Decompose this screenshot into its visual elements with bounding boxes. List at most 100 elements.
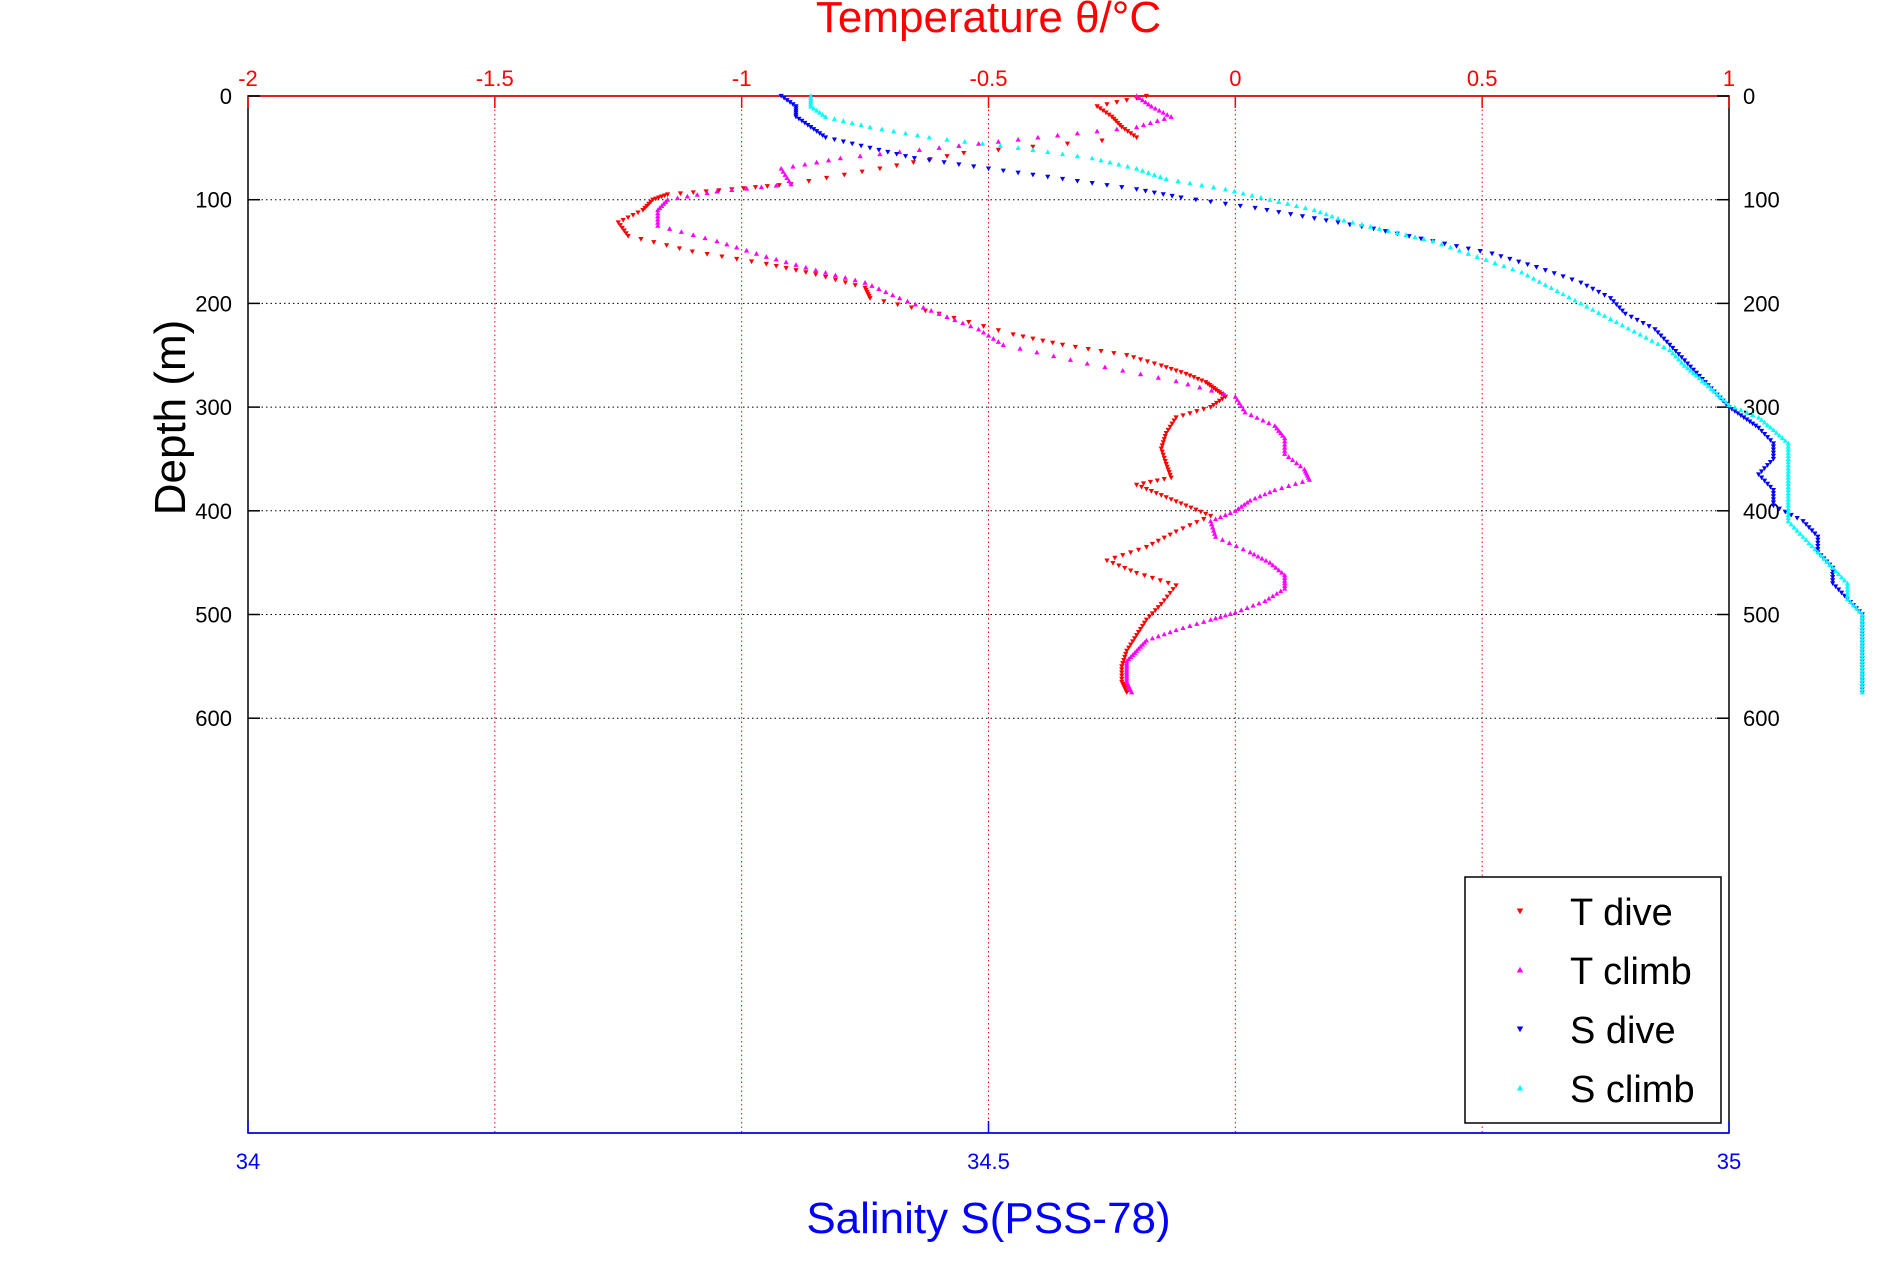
data-point <box>1812 546 1818 552</box>
data-point <box>1178 195 1184 201</box>
data-point <box>1017 346 1023 351</box>
data-point <box>1187 373 1193 379</box>
data-point <box>1764 435 1771 440</box>
data-point <box>1684 365 1691 371</box>
data-point <box>1155 538 1161 544</box>
data-point <box>1124 98 1130 103</box>
data-point <box>1800 519 1806 524</box>
data-point <box>655 210 661 216</box>
data-point <box>1165 427 1171 433</box>
data-point <box>615 220 621 226</box>
data-point <box>1123 651 1129 657</box>
data-point <box>1089 155 1095 161</box>
data-point <box>1030 336 1036 342</box>
depth-tick-label: 0 <box>220 84 232 109</box>
data-point <box>1533 265 1540 270</box>
data-point <box>817 109 823 115</box>
data-point <box>1142 99 1149 105</box>
data-point <box>961 150 967 156</box>
data-point <box>1282 575 1288 580</box>
data-point <box>1681 363 1688 368</box>
data-point <box>1767 424 1774 430</box>
depth-tick-label: 300 <box>195 395 232 420</box>
data-point <box>758 184 765 190</box>
data-point <box>1134 482 1140 488</box>
data-point <box>849 120 855 126</box>
data-point <box>1785 506 1791 511</box>
data-point <box>859 169 865 175</box>
data-point <box>1850 602 1857 608</box>
data-point <box>1770 447 1777 453</box>
data-point <box>689 249 695 255</box>
data-point <box>1119 673 1125 679</box>
data-point <box>674 195 681 201</box>
data-point <box>1120 661 1126 666</box>
data-point <box>1859 646 1865 651</box>
data-point <box>1809 543 1815 549</box>
data-point <box>1130 639 1136 645</box>
data-point <box>1187 180 1193 186</box>
data-point <box>997 143 1003 148</box>
data-point <box>1169 193 1175 199</box>
depth-tick-label: 100 <box>195 188 232 213</box>
data-point <box>729 187 735 193</box>
data-point <box>1155 605 1161 610</box>
data-point <box>1329 213 1335 219</box>
data-point <box>1785 475 1791 480</box>
data-point <box>1756 414 1762 420</box>
data-point <box>1282 585 1288 591</box>
data-point <box>638 237 644 242</box>
data-point <box>1776 506 1782 512</box>
data-point <box>1152 608 1158 613</box>
data-point <box>802 161 808 167</box>
data-point <box>1859 630 1865 636</box>
data-point <box>714 188 720 194</box>
data-point <box>1162 434 1168 439</box>
data-point <box>1859 689 1865 695</box>
data-point <box>806 178 812 184</box>
data-point <box>1465 251 1471 256</box>
data-point <box>1134 633 1140 638</box>
data-point <box>1696 375 1702 381</box>
data-point <box>1610 299 1617 304</box>
data-point <box>1590 307 1596 312</box>
data-point <box>1859 615 1865 620</box>
data-point <box>1155 633 1161 639</box>
data-point <box>1119 125 1125 130</box>
data-point <box>1687 367 1694 373</box>
data-point <box>1785 484 1791 490</box>
data-point <box>1116 563 1122 569</box>
data-point <box>1222 186 1229 192</box>
data-point <box>1838 590 1845 596</box>
data-point <box>1244 499 1250 505</box>
data-point <box>1785 515 1791 521</box>
data-point <box>778 165 784 171</box>
data-point <box>796 116 802 122</box>
data-point <box>1572 297 1578 303</box>
data-point <box>1128 550 1134 556</box>
data-point <box>1168 497 1174 502</box>
data-point <box>1785 478 1791 483</box>
data-point <box>1376 226 1383 231</box>
data-point <box>1148 103 1155 109</box>
data-point <box>1188 505 1194 511</box>
data-point <box>763 261 769 267</box>
depth-tick-label: 600 <box>195 706 232 731</box>
data-point <box>1217 514 1224 520</box>
data-point <box>941 160 947 165</box>
data-point <box>822 270 829 275</box>
data-point <box>808 125 814 130</box>
data-point <box>1785 456 1791 462</box>
data-point <box>1818 552 1824 558</box>
data-point <box>956 143 962 148</box>
data-point <box>822 274 829 280</box>
data-point <box>1168 114 1174 119</box>
data-point <box>1170 587 1176 592</box>
data-point <box>1764 463 1771 468</box>
data-point <box>1135 547 1142 553</box>
data-point <box>1163 462 1169 467</box>
data-point <box>1236 400 1242 406</box>
data-point <box>1151 361 1157 367</box>
data-point <box>1667 347 1673 353</box>
data-point <box>704 190 710 196</box>
